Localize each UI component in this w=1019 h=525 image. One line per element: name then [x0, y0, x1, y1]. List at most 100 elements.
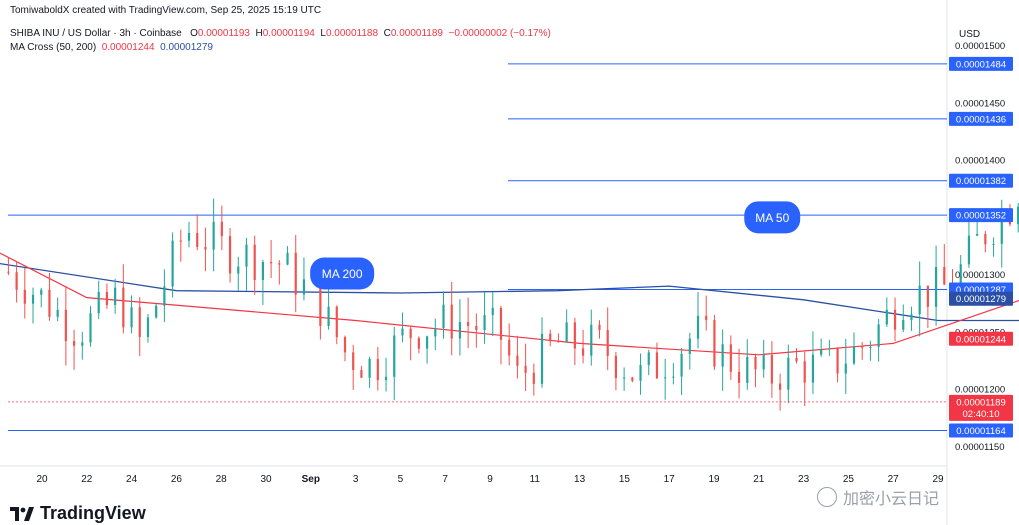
candle-body[interactable] — [713, 320, 716, 367]
candle-body[interactable] — [434, 328, 437, 337]
candle-body[interactable] — [836, 348, 839, 374]
candle-body[interactable] — [926, 285, 929, 307]
candle-body[interactable] — [803, 361, 806, 383]
candle-body[interactable] — [828, 348, 831, 350]
ma200-annotation[interactable] — [310, 257, 375, 290]
candle-body[interactable] — [885, 309, 888, 325]
candle-body[interactable] — [483, 315, 486, 331]
ma200-line[interactable] — [0, 262, 1019, 322]
candle-body[interactable] — [360, 369, 363, 378]
candle-body[interactable] — [286, 252, 289, 265]
candle-body[interactable] — [598, 324, 601, 330]
candle-body[interactable] — [943, 266, 946, 285]
candle-body[interactable] — [976, 233, 979, 236]
candle-body[interactable] — [31, 294, 35, 304]
candle-body[interactable] — [705, 315, 708, 321]
candle-body[interactable] — [655, 352, 659, 379]
candle-body[interactable] — [409, 328, 412, 339]
candle-body[interactable] — [893, 309, 897, 330]
candle-body[interactable] — [335, 306, 338, 338]
candle-body[interactable] — [15, 272, 18, 290]
candle-body[interactable] — [146, 317, 150, 338]
candle-body[interactable] — [56, 309, 59, 317]
candle-body[interactable] — [187, 232, 191, 241]
candle-body[interactable] — [261, 262, 264, 281]
candle-body[interactable] — [270, 262, 273, 264]
candle-body[interactable] — [844, 363, 847, 374]
candle-body[interactable] — [754, 356, 757, 370]
candle-body[interactable] — [368, 358, 371, 378]
candle-body[interactable] — [524, 365, 527, 373]
candle-body[interactable] — [352, 352, 355, 370]
candle-body[interactable] — [196, 232, 199, 247]
candle-body[interactable] — [425, 336, 429, 349]
candle-body[interactable] — [401, 328, 404, 336]
candle-body[interactable] — [664, 377, 667, 379]
candle-body[interactable] — [614, 355, 618, 379]
candle-body[interactable] — [532, 372, 535, 384]
candle-body[interactable] — [688, 338, 691, 354]
candle-body[interactable] — [40, 289, 43, 295]
candle-body[interactable] — [499, 307, 503, 340]
ma200-price-tag[interactable] — [949, 291, 1013, 306]
candle-body[interactable] — [680, 353, 683, 377]
candle-body[interactable] — [7, 271, 10, 273]
candle-body[interactable] — [877, 324, 880, 347]
candle-body[interactable] — [138, 307, 141, 338]
candle-body[interactable] — [114, 287, 117, 305]
candle-body[interactable] — [540, 333, 544, 384]
candle-body[interactable] — [384, 376, 388, 381]
currency-label[interactable]: USD — [959, 29, 981, 40]
candle-body[interactable] — [934, 266, 938, 307]
candle-body[interactable] — [475, 325, 478, 331]
candle-body[interactable] — [852, 346, 856, 364]
ma50-line[interactable] — [0, 223, 1019, 356]
candle-body[interactable] — [212, 221, 215, 250]
candle-body[interactable] — [97, 291, 100, 314]
ma50-price-tag[interactable] — [949, 331, 1013, 346]
candle-body[interactable] — [967, 235, 971, 265]
candle-body[interactable] — [795, 357, 798, 362]
level-price-tag[interactable] — [949, 173, 1013, 188]
candle-body[interactable] — [467, 321, 470, 326]
candle-body[interactable] — [606, 329, 609, 356]
candle-body[interactable] — [450, 304, 453, 339]
level-price-tag[interactable] — [949, 423, 1013, 438]
candle-body[interactable] — [327, 306, 330, 327]
candle-body[interactable] — [779, 383, 782, 390]
candle-body[interactable] — [253, 244, 256, 281]
candle-body[interactable] — [557, 341, 560, 343]
candle-body[interactable] — [639, 364, 642, 381]
candle-body[interactable] — [549, 333, 552, 342]
candle-body[interactable] — [245, 244, 248, 267]
candle-body[interactable] — [204, 246, 207, 250]
candle-body[interactable] — [729, 344, 732, 372]
candle-body[interactable] — [417, 338, 420, 349]
level-price-tag[interactable] — [949, 111, 1013, 126]
candle-body[interactable] — [647, 352, 650, 365]
candle-body[interactable] — [902, 320, 905, 330]
candle-body[interactable] — [770, 355, 773, 384]
candle-body[interactable] — [442, 304, 445, 329]
candle-body[interactable] — [672, 376, 675, 378]
candle-body[interactable] — [278, 263, 281, 265]
candle-body[interactable] — [918, 285, 921, 315]
candle-body[interactable] — [631, 377, 634, 381]
candle-body[interactable] — [721, 344, 724, 367]
candle-body[interactable] — [746, 356, 749, 383]
candle-body[interactable] — [105, 291, 109, 305]
candle-body[interactable] — [737, 371, 741, 383]
candle-body[interactable] — [302, 279, 306, 295]
candle-body[interactable] — [163, 286, 166, 306]
candle-body[interactable] — [516, 355, 519, 366]
candle-body[interactable] — [171, 240, 174, 287]
candle-body[interactable] — [992, 243, 995, 245]
candle-body[interactable] — [237, 266, 240, 274]
candle-body[interactable] — [984, 233, 987, 245]
candle-body[interactable] — [623, 377, 626, 379]
candle-body[interactable] — [343, 337, 347, 353]
candle-body[interactable] — [910, 314, 913, 321]
candle-body[interactable] — [179, 240, 182, 242]
candle-body[interactable] — [869, 346, 872, 348]
